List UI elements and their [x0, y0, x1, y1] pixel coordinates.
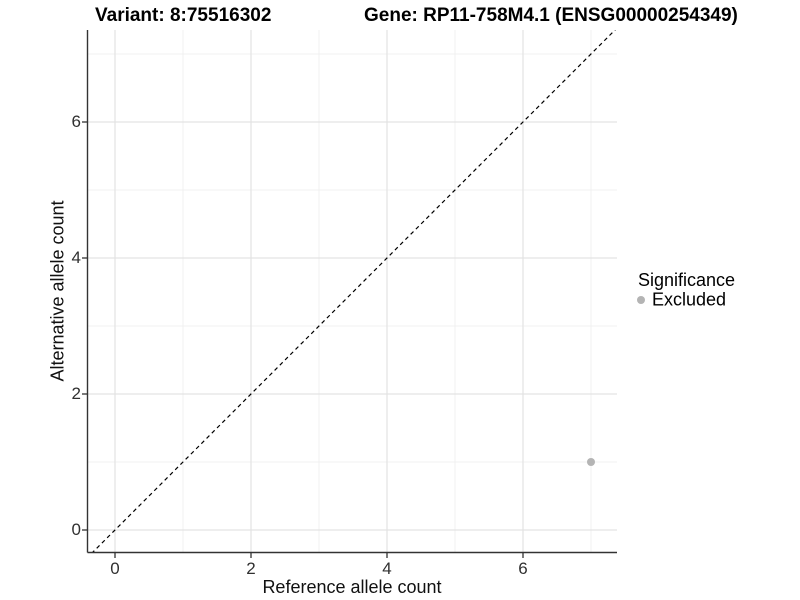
axis-lines — [86, 30, 617, 554]
y-tick-label-6: 6 — [71, 112, 81, 131]
plot-panel — [88, 30, 617, 553]
legend-dot — [637, 296, 645, 304]
data-point — [587, 458, 595, 466]
scatter-points — [587, 458, 595, 466]
y-tick-label-4: 4 — [71, 248, 81, 267]
legend-item-label: Excluded — [652, 289, 727, 310]
gene-title: Gene: RP11-758M4.1 (ENSG00000254349) — [364, 5, 738, 26]
y-tick-label-2: 2 — [71, 384, 81, 403]
legend-title: Significance — [638, 270, 736, 290]
gridlines-major — [87, 30, 617, 553]
x-tick-label-0: 0 — [110, 559, 120, 578]
x-axis-label: Reference allele count — [262, 577, 442, 597]
identity-line — [91, 30, 616, 553]
axis-tick-marks — [82, 121, 524, 558]
y-tick-label-0: 0 — [71, 520, 81, 539]
y-axis-label: Alternative allele count — [47, 200, 68, 382]
x-tick-label-6: 6 — [518, 559, 528, 578]
variant-title: Variant: 8:75516302 — [95, 5, 272, 26]
x-tick-label-2: 2 — [246, 559, 256, 578]
identity-dashed-line — [91, 30, 616, 553]
x-tick-label-4: 4 — [382, 559, 392, 578]
